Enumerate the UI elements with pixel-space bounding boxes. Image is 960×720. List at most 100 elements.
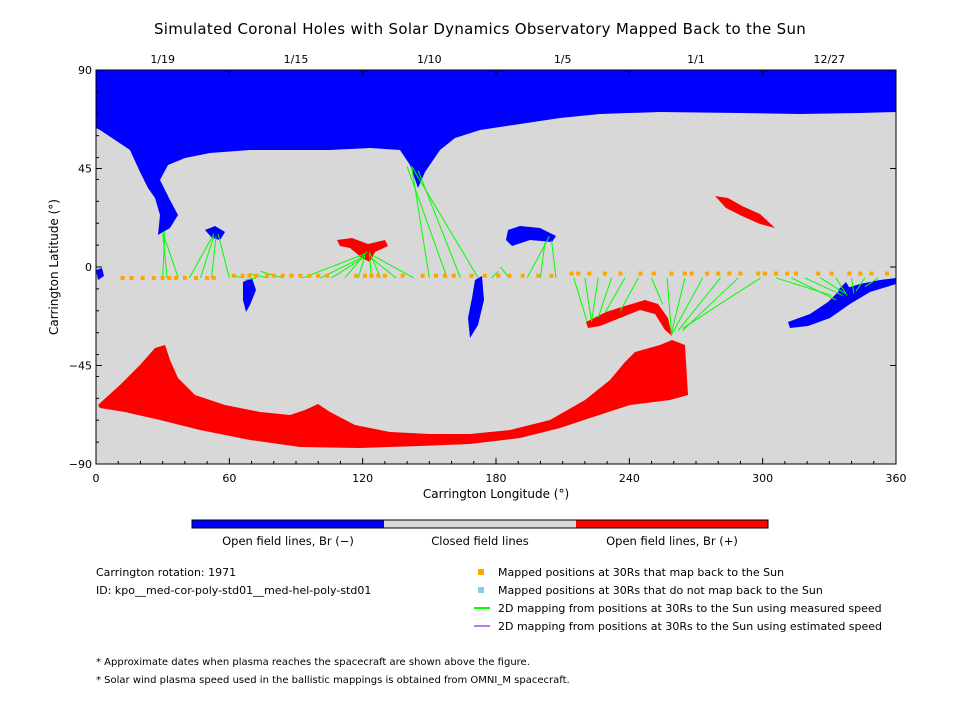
mapping-line-35 — [620, 277, 639, 312]
mapping-line-45 — [804, 277, 843, 296]
north-polar-coronal-hole — [96, 70, 896, 235]
mapped-point-20 — [307, 273, 312, 278]
coronal-hole-red-3 — [586, 300, 672, 336]
mapped-point-41 — [576, 271, 581, 276]
mapping-line-15 — [344, 251, 368, 279]
colorbar-open-negative — [192, 520, 384, 528]
mapped-point-0 — [120, 275, 125, 280]
mapping-line-20 — [373, 255, 415, 279]
mapping-line-46 — [820, 277, 846, 294]
date-tick-label-0: 1/19 — [150, 53, 175, 66]
mapped-point-2 — [140, 275, 145, 280]
mapped-point-9 — [205, 275, 210, 280]
coronal-hole-blue-6 — [838, 282, 852, 298]
y-tick-label-1: −45 — [69, 360, 92, 373]
colorbar-label-closed: Closed field lines — [431, 534, 529, 548]
mapped-point-32 — [451, 273, 456, 278]
carrington-rotation: Carrington rotation: 1971 — [96, 566, 237, 579]
mapped-point-54 — [756, 271, 761, 276]
mapped-point-33 — [469, 273, 474, 278]
date-tick-label-5: 12/27 — [813, 53, 845, 66]
legend-label-mapped: Mapped positions at 30Rs that map back t… — [498, 566, 785, 579]
mapped-point-28 — [400, 273, 405, 278]
colorbar-label-open-negative: Open field lines, Br (−) — [222, 534, 354, 548]
mapping-line-33 — [597, 277, 613, 318]
mapped-point-63 — [869, 271, 874, 276]
axis-ticks — [95, 69, 897, 465]
mapped-point-49 — [689, 271, 694, 276]
mapping-line-48 — [851, 277, 855, 294]
mapping-line-16 — [357, 255, 366, 279]
south-polar-coronal-hole — [98, 340, 688, 448]
note-speed: * Solar wind plasma speed used in the ba… — [96, 675, 570, 686]
mapped-point-5 — [167, 275, 172, 280]
legend-swatch-unmapped — [478, 587, 484, 593]
mapped-point-4 — [160, 275, 165, 280]
mapped-point-21 — [316, 273, 321, 278]
mapping-line-49 — [855, 277, 866, 292]
mapped-point-25 — [369, 273, 374, 278]
y-tick-label-2: 0 — [85, 261, 92, 274]
mapped-point-56 — [774, 271, 778, 276]
coronal-hole-red-1 — [337, 238, 388, 262]
mapped-point-23 — [354, 273, 358, 278]
colorbar-frame — [191, 519, 769, 529]
mapping-line-21 — [411, 166, 430, 279]
mapping-line-44 — [791, 277, 837, 301]
colorbar-label-open-positive: Open field lines, Br (+) — [606, 534, 738, 548]
colorbar-open-positive — [576, 520, 768, 528]
mapped-point-55 — [762, 271, 767, 276]
x-tick-label-0: 0 — [93, 472, 100, 485]
coronal-hole-blue-7 — [96, 268, 104, 280]
date-tick-label-2: 1/10 — [417, 53, 442, 66]
mapped-point-42 — [587, 271, 592, 276]
mapped-point-48 — [682, 271, 687, 276]
mapping-line-39 — [671, 277, 704, 336]
mapping-line-25 — [491, 271, 499, 279]
mapped-point-1 — [129, 275, 134, 280]
x-tick-label-3: 180 — [486, 472, 507, 485]
mapping-line-10 — [249, 273, 268, 279]
date-tick-label-1: 1/15 — [284, 53, 309, 66]
legend-label-unmapped: Mapped positions at 30Rs that do not map… — [498, 584, 823, 597]
mapped-point-34 — [482, 273, 487, 278]
mapped-points — [120, 271, 890, 280]
mapped-point-29 — [420, 273, 425, 278]
model-id: ID: kpo__med-cor-poly-std01__med-hel-pol… — [96, 584, 372, 597]
y-tick-label-4: 90 — [78, 64, 92, 77]
mapped-point-17 — [280, 273, 285, 278]
y-tick-label-3: 45 — [78, 163, 92, 176]
mapped-point-8 — [194, 275, 198, 280]
mapped-point-36 — [507, 273, 512, 278]
mapped-point-61 — [847, 271, 852, 276]
legend-label-measured: 2D mapping from positions at 30Rs to the… — [498, 602, 882, 615]
mapped-point-43 — [602, 271, 607, 276]
x-tick-label-1: 60 — [222, 472, 236, 485]
coronal-hole-blue-1 — [205, 226, 225, 240]
coronal-hole-blue-5 — [788, 278, 896, 328]
mapped-point-52 — [727, 271, 732, 276]
mapping-line-19 — [371, 257, 397, 279]
mapping-line-18 — [368, 251, 381, 279]
mapped-point-37 — [520, 273, 525, 278]
mapped-point-14 — [254, 273, 258, 278]
mapping-line-5 — [211, 236, 217, 278]
mapping-line-11 — [260, 270, 283, 279]
coronal-hole-red-2 — [715, 196, 775, 228]
y-axis-label: Carrington Latitude (°) — [47, 199, 61, 335]
mapped-point-16 — [271, 273, 276, 278]
coronal-hole-blue-2 — [243, 278, 256, 312]
legend-label-estimated: 2D mapping from positions at 30Rs to the… — [498, 620, 883, 633]
mapped-point-10 — [211, 275, 216, 280]
mapped-point-27 — [382, 273, 387, 278]
mapping-line-37 — [666, 277, 673, 335]
mapping-line-28 — [539, 242, 546, 279]
mapped-point-11 — [231, 273, 236, 278]
mapping-line-31 — [584, 277, 593, 322]
mapped-point-50 — [705, 271, 710, 276]
mapping-line-47 — [835, 277, 848, 296]
mapping-line-2 — [162, 231, 179, 279]
mapping-line-42 — [682, 277, 761, 329]
mapping-line-6 — [217, 234, 230, 279]
